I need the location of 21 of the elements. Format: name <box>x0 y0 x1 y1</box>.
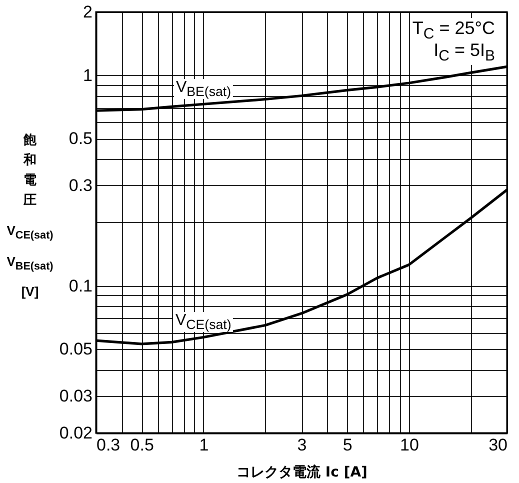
series-label: V$_{BE(sat)}$ <box>174 79 234 100</box>
series-label: V$_{CE(sat)}$ <box>173 312 234 332</box>
text: 飽和電圧 V$_{CE(sat)}$ V$_{BE(sat)}$ [V] <box>6 132 54 300</box>
x-tick-label: 0.3 <box>96 436 120 454</box>
y-tick-label: 0.03 <box>59 386 92 406</box>
x-tick-label: 0.5 <box>130 436 154 454</box>
y-tick-label: 0.1 <box>68 276 92 296</box>
y-tick-label: 0.02 <box>59 424 92 442</box>
x-tick-label: 10 <box>400 436 419 454</box>
x-tick-label: 30 <box>488 436 508 454</box>
y-tick-label: 2 <box>83 2 92 22</box>
y-tick-label: 0.5 <box>68 129 92 148</box>
y-tick-label: 1 <box>83 66 92 85</box>
annotation: I$_{C}$ = 5I$_{B}$ <box>432 40 497 65</box>
annotation: T$_{C}$ = 25°C <box>412 18 495 43</box>
x-tick-label: 5 <box>342 436 352 454</box>
x-tick-label: 3 <box>297 436 307 454</box>
x-axis-title: コレクタ電流 Ic [A] <box>236 464 368 480</box>
x-tick-label: 1 <box>199 436 209 454</box>
y-tick-label: 0.05 <box>59 340 92 359</box>
y-tick-label: 0.3 <box>68 176 92 195</box>
